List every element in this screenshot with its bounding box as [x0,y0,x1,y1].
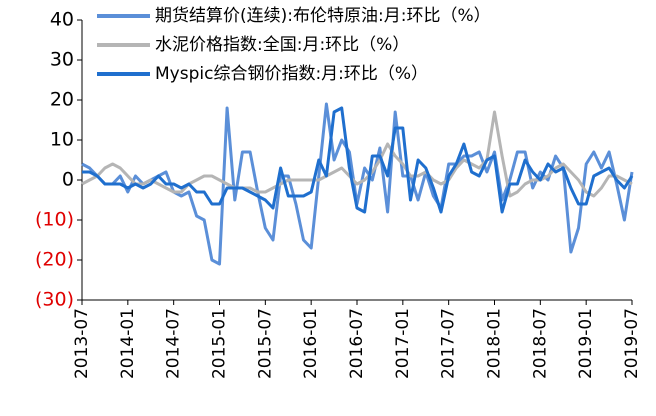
y-tick-label: 40 [50,9,74,31]
series-line [82,106,634,214]
y-tick-label: 20 [50,89,74,111]
legend-label: 水泥价格指数:全国:月:环比（%） [155,35,409,55]
x-tick-label: 2018-07 [530,308,550,379]
y-tick-label: 0 [62,169,74,191]
x-tick-label: 2015-01 [210,308,230,379]
x-tick-label: 2019-07 [622,308,642,379]
x-tick-label: 2018-01 [485,308,505,379]
y-tick-label: (10) [35,209,74,231]
y-tick-label: (20) [35,249,74,271]
x-tick-label: 2014-07 [164,308,184,379]
x-tick-label: 2017-07 [439,308,459,379]
legend-label: Myspic综合钢价指数:月:环比（%） [155,64,428,84]
x-tick-label: 2017-01 [393,308,413,379]
x-tick-label: 2014-01 [118,308,138,379]
y-tick-label: (30) [35,289,74,311]
y-tick-label: 30 [50,49,74,71]
x-tick-label: 2016-01 [301,308,321,379]
x-tick-label: 2019-01 [576,308,596,379]
legend-label: 期货结算价(连续):布伦特原油:月:环比（%） [155,6,491,26]
x-tick-label: 2016-07 [347,308,367,379]
y-tick-label: 10 [50,129,74,151]
x-tick-label: 2015-07 [255,308,275,379]
x-tick-label: 2013-07 [72,308,92,379]
